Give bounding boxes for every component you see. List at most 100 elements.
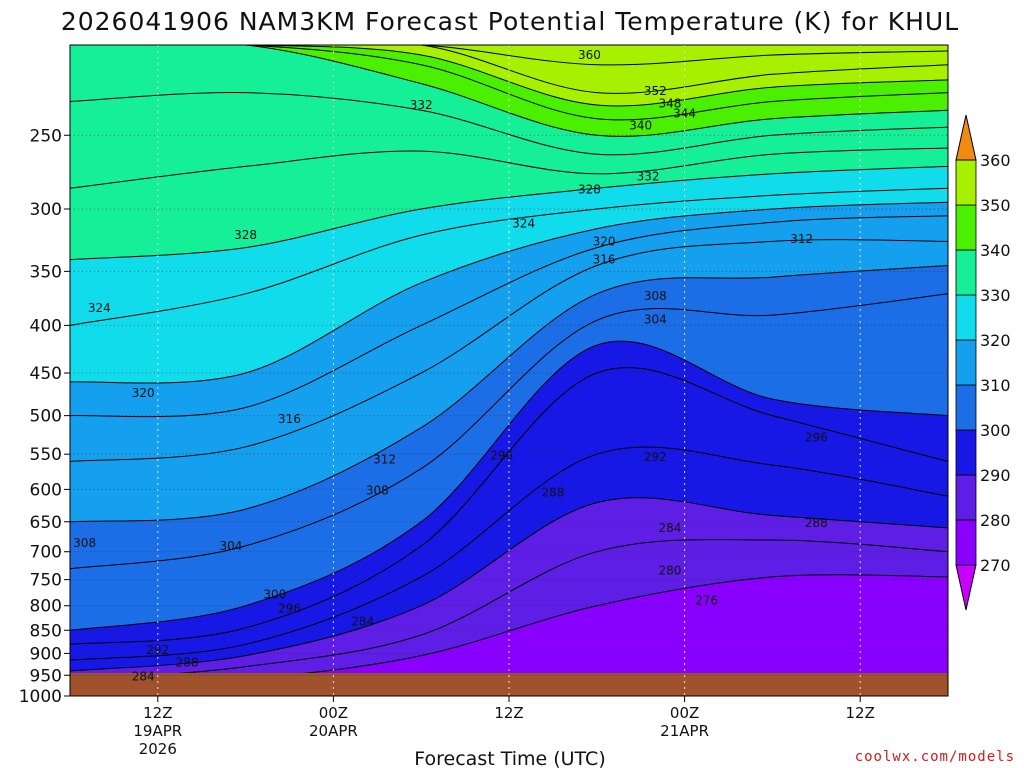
contour-label: 312: [373, 452, 396, 466]
colorbar-segment: [955, 474, 977, 521]
contour-label: 304: [644, 312, 667, 326]
contour-label: 352: [644, 84, 667, 98]
contour-label: 288: [176, 655, 199, 669]
y-tick-label: 400: [30, 316, 62, 336]
x-tick-label: 00Z: [670, 704, 699, 722]
isentrope-292: [70, 446, 948, 661]
isentrope-308: [70, 265, 948, 523]
site-credit: coolwx.com/models: [855, 749, 1015, 765]
y-tick-label: 350: [30, 262, 62, 282]
y-tick-label: 650: [30, 513, 62, 533]
y-axis: 250 300 350 400 450 500 550 600 650 700 750 800 850 9…: [19, 126, 70, 707]
contour-label: 284: [132, 670, 155, 684]
contour-label: 324: [88, 301, 111, 315]
colorbar-label: 320: [980, 331, 1011, 350]
y-tick-label: 1000: [19, 687, 62, 707]
contour-label: 308: [73, 536, 96, 550]
contour-label: 276: [695, 594, 718, 608]
colorbar-label: 280: [980, 511, 1011, 530]
colorbar-segment: [955, 339, 977, 386]
x-tick-label: 21APR: [660, 722, 709, 740]
y-tick-label: 450: [30, 364, 62, 384]
colorbar-segment: [955, 204, 977, 251]
contour-label: 332: [410, 98, 433, 112]
contour-label: 300: [263, 587, 286, 601]
contour-label: 316: [593, 253, 616, 267]
colorbar-segment: [955, 159, 977, 206]
contour-label: 344: [673, 107, 696, 121]
contour-label: 288: [541, 486, 564, 500]
contour-label: 360: [578, 48, 601, 62]
y-tick-label: 850: [30, 621, 62, 641]
isentrope-336: [70, 91, 948, 156]
grid-lines: [70, 45, 948, 696]
x-tick-label: 12Z: [143, 704, 172, 722]
contour-label: 340: [629, 118, 652, 132]
y-tick-label: 500: [30, 407, 62, 427]
colorbar-low-arrow: [955, 564, 977, 611]
contour-label: 284: [659, 521, 682, 535]
isentrope-328: [70, 165, 948, 261]
isentrope-316: [70, 215, 948, 418]
colorbar-segment: [955, 249, 977, 296]
colorbar-segment: [955, 429, 977, 476]
ground-surface: [70, 673, 948, 696]
y-tick-label: 600: [30, 480, 62, 500]
isentrope-fills: [70, 45, 948, 696]
contour-label: 348: [659, 96, 682, 110]
y-tick-label: 950: [30, 666, 62, 686]
colorbar-label: 340: [980, 241, 1011, 260]
contour-label: 296: [490, 449, 513, 463]
contour-label: 292: [644, 450, 667, 464]
contour-label: 312: [790, 232, 813, 246]
x-tick-label: 12Z: [494, 704, 523, 722]
contour-label: 280: [659, 563, 682, 577]
colorbar-label: 300: [980, 421, 1011, 440]
y-tick-label: 700: [30, 543, 62, 563]
colorbar-label: 360: [980, 151, 1011, 170]
isentrope-332: [70, 147, 948, 189]
contour-label: 308: [644, 289, 667, 303]
colorbar-label: 310: [980, 376, 1011, 395]
colorbar-label: 290: [980, 466, 1011, 485]
contour-label: 332: [637, 170, 660, 184]
isentrope-356: [70, 45, 948, 66]
x-tick-label: 00Z: [319, 704, 348, 722]
colorbar-segment: [955, 384, 977, 431]
contour-label: 320: [132, 386, 155, 400]
y-tick-label: 900: [30, 644, 62, 664]
contour-label: 288: [805, 516, 828, 530]
colorbar-label: 270: [980, 556, 1011, 575]
contour-label: 308: [366, 484, 389, 498]
contour-label: 316: [278, 412, 301, 426]
colorbar-high-arrow: [955, 114, 977, 161]
contour-label: 296: [805, 431, 828, 445]
contour-label: 324: [512, 217, 535, 231]
chart-title: 2026041906 NAM3KM Forecast Potential Tem…: [61, 7, 959, 36]
x-tick-label: 2026: [139, 740, 177, 758]
x-tick-label: 12Z: [846, 704, 875, 722]
contour-label: 292: [146, 643, 169, 657]
contour-label: 328: [578, 183, 601, 197]
colorbar-label: 350: [980, 196, 1011, 215]
y-tick-label: 800: [30, 597, 62, 617]
colorbar-segment: [955, 519, 977, 566]
contour-label: 320: [593, 234, 616, 248]
x-tick-label: 20APR: [309, 722, 358, 740]
colorbar-segment: [955, 294, 977, 341]
colorbar: 270 280 290 300 310 320 330 340 350 360: [955, 114, 1011, 611]
y-tick-label: 550: [30, 445, 62, 465]
y-tick-label: 250: [30, 126, 62, 146]
contour-label: 328: [234, 228, 257, 242]
band-fill-280: [70, 574, 948, 696]
contour-label: 284: [351, 615, 374, 629]
y-tick-label: 750: [30, 571, 62, 591]
colorbar-label: 330: [980, 286, 1011, 305]
contour-label: 296: [278, 601, 301, 615]
y-tick-label: 300: [30, 200, 62, 220]
isentrope-304: [70, 293, 948, 570]
isentrope-320: [70, 201, 948, 384]
